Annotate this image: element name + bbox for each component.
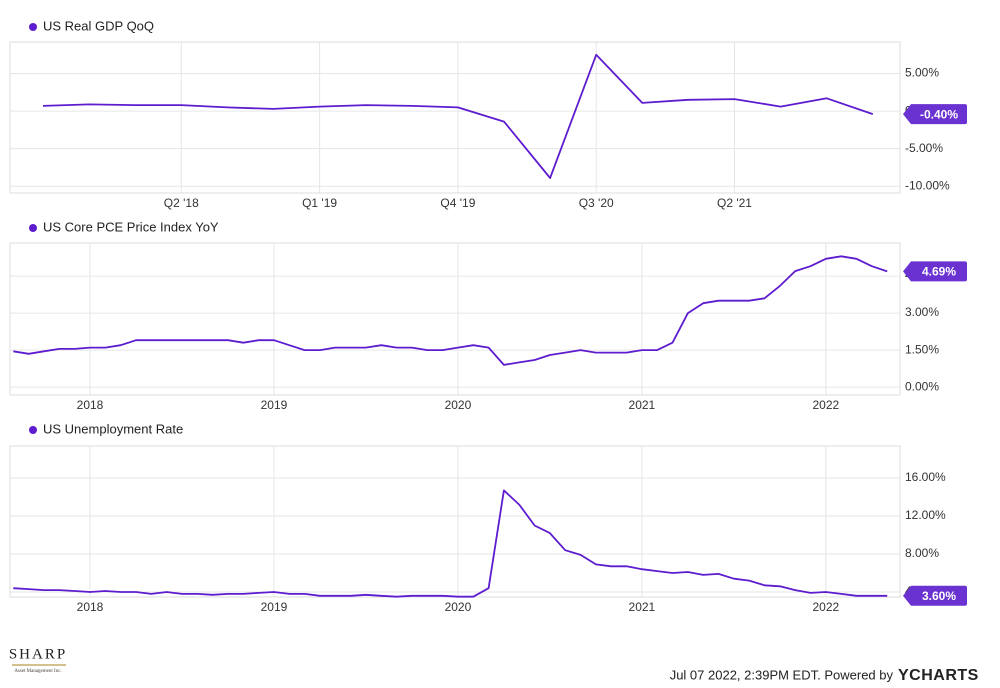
x-tick-label: 2019 [261, 398, 288, 412]
x-tick-label: Q3 '20 [579, 196, 614, 210]
legend-label: US Core PCE Price Index YoY [43, 219, 219, 234]
x-tick-label: 2021 [629, 600, 656, 614]
brand: YCHARTS [898, 667, 979, 684]
panel: 201820192020202120224.50%3.00%1.50%0.00%… [9, 219, 967, 412]
x-tick-label: Q2 '18 [164, 196, 199, 210]
x-tick-label: 2022 [812, 398, 839, 412]
value-label: -0.40% [920, 107, 958, 121]
legend-dot [29, 224, 37, 232]
data-line [13, 255, 888, 366]
data-line [42, 53, 874, 179]
x-tick-label: 2018 [77, 600, 104, 614]
value-tag [903, 104, 967, 125]
legend-dot [29, 426, 37, 434]
legend-dot [29, 23, 37, 31]
x-tick-label: Q4 '19 [440, 196, 475, 210]
x-tick-label: 2020 [445, 600, 472, 614]
logo-text: SHARP [9, 646, 67, 662]
logo: SHARP Asset Management Inc. [9, 646, 67, 674]
y-tick-label: 8.00% [905, 546, 939, 560]
legend-label: US Unemployment Rate [43, 421, 183, 436]
panel: 2018201920202021202216.00%12.00%8.00%4.0… [9, 421, 967, 614]
y-tick-label: 1.50% [905, 342, 939, 356]
timestamp: Jul 07 2022, 2:39PM EDT. Powered by [670, 667, 894, 682]
y-tick-label: 5.00% [905, 66, 939, 80]
value-tag [903, 585, 967, 606]
value-label: 3.60% [922, 589, 956, 603]
x-tick-label: Q1 '19 [302, 196, 337, 210]
data-line [13, 489, 888, 598]
logo-subtext: Asset Management Inc. [14, 669, 61, 674]
y-tick-label: -5.00% [905, 141, 943, 155]
legend-label: US Real GDP QoQ [43, 18, 154, 33]
y-tick-label: 3.00% [905, 305, 939, 319]
y-tick-label: 16.00% [905, 470, 946, 484]
y-tick-label: 12.00% [905, 508, 946, 522]
x-tick-label: Q2 '21 [717, 196, 752, 210]
x-tick-label: 2021 [629, 398, 656, 412]
y-tick-label: -10.00% [905, 178, 950, 192]
plot-frame [9, 445, 901, 598]
x-tick-label: 2018 [77, 398, 104, 412]
value-tag [903, 261, 967, 282]
x-tick-label: 2019 [261, 600, 288, 614]
y-tick-label: 0.00% [905, 379, 939, 393]
x-tick-label: 2020 [445, 398, 472, 412]
plot-frame [9, 242, 901, 396]
plot-frame [9, 41, 901, 194]
value-label: 4.69% [922, 265, 956, 279]
x-tick-label: 2022 [812, 600, 839, 614]
